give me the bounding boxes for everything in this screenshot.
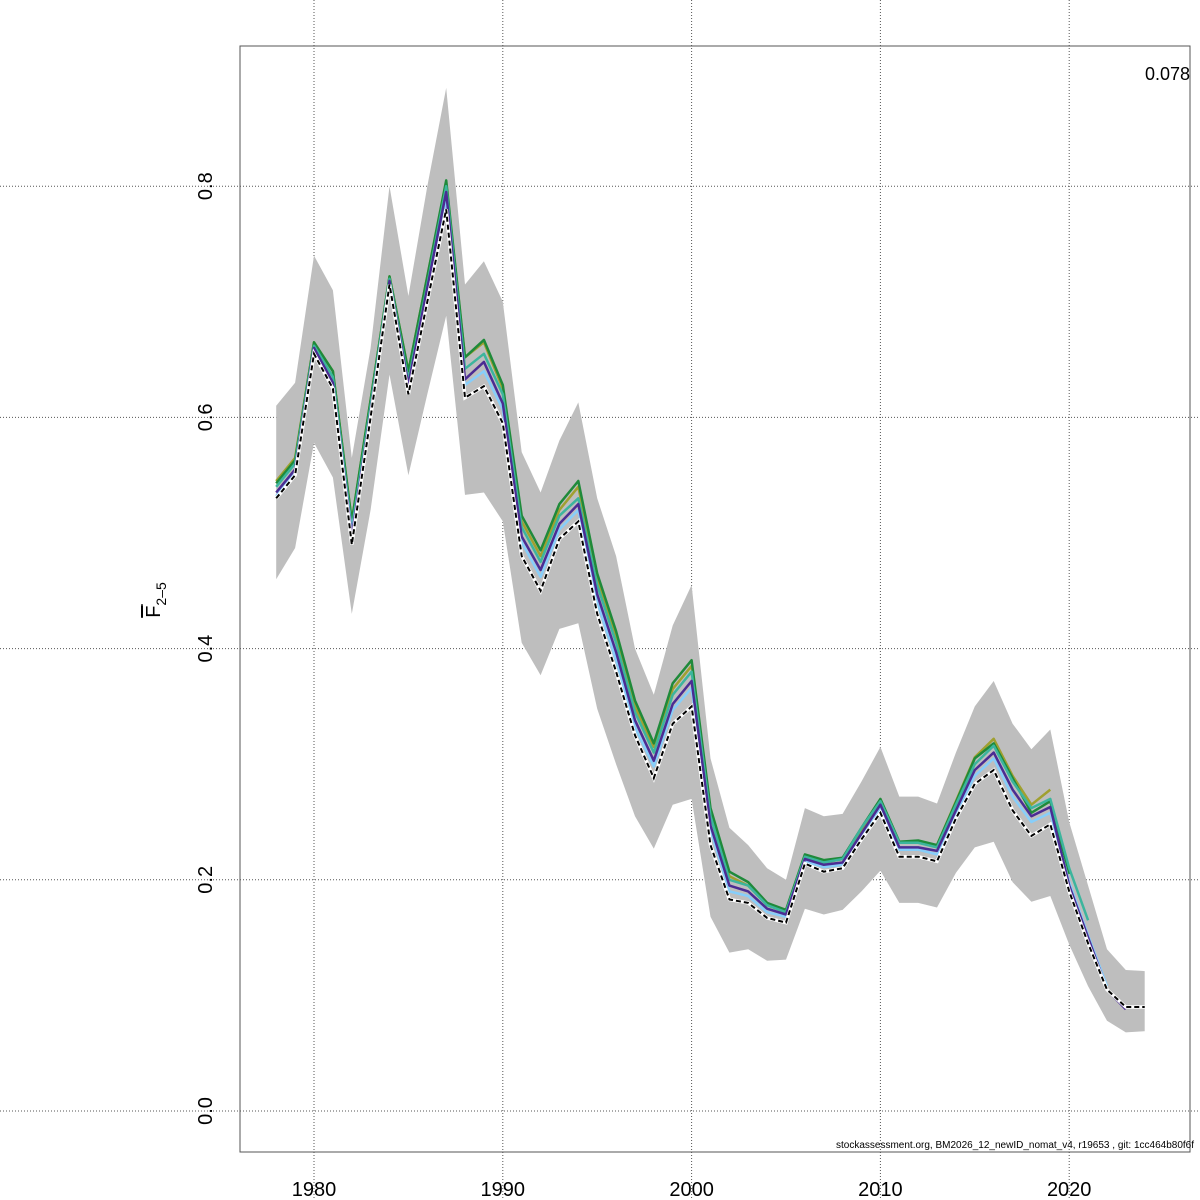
x-tick-label: 1990 <box>481 1179 526 1200</box>
y-label-sub: 2–5 <box>153 582 169 606</box>
footer-credit: stockassessment.org, BM2026_12_newID_nom… <box>836 1140 1194 1151</box>
svg-text:F2–5: F2–5 <box>143 582 169 618</box>
series-lines <box>274 179 1145 1011</box>
x-axis: 1980 1990 2000 2010 2020 <box>292 1179 1092 1200</box>
y-tick-label: 0.6 <box>195 403 217 431</box>
x-tick-label: 1980 <box>292 1179 337 1200</box>
y-tick-label: 0.0 <box>195 1097 217 1125</box>
x-tick-label: 2000 <box>669 1179 714 1200</box>
y-label-main: F <box>143 606 165 618</box>
retro-peel-line <box>275 190 1127 1011</box>
confidence-band <box>276 87 1145 1033</box>
y-tick-label: 0.2 <box>195 866 217 894</box>
y-axis: 0.0 0.2 0.4 0.6 0.8 <box>195 172 217 1125</box>
y-tick-label: 0.4 <box>195 635 217 663</box>
confidence-band-area <box>276 87 1145 1033</box>
mohn-rho-annotation: 0.078 <box>1145 64 1190 84</box>
y-tick-label: 0.8 <box>195 172 217 200</box>
y-axis-label: F2–5 <box>141 582 169 618</box>
estimate-line <box>275 209 1145 1008</box>
x-tick-label: 2020 <box>1047 1179 1092 1200</box>
x-tick-label: 2010 <box>858 1179 903 1200</box>
plot-frame <box>239 45 1191 1153</box>
